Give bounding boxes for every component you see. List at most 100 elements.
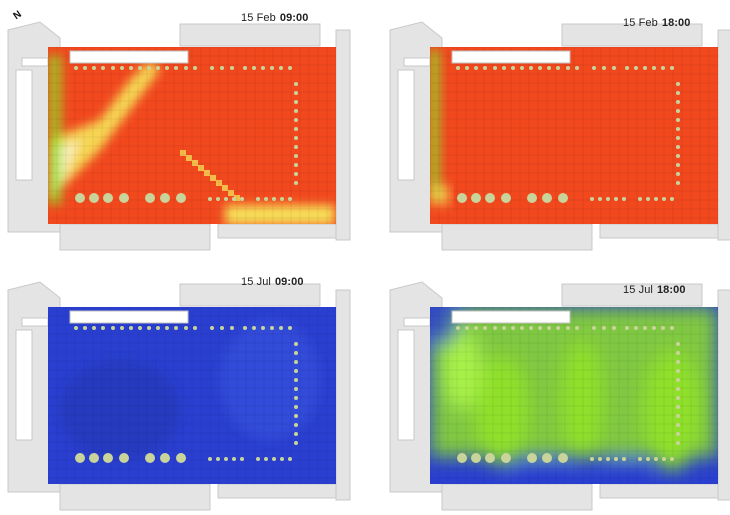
- column-small: [232, 457, 236, 461]
- cool-floor-2: [605, 461, 649, 484]
- column-small: [661, 326, 665, 330]
- column-small: [547, 326, 551, 330]
- column-small: [654, 457, 658, 461]
- column-small: [520, 66, 524, 70]
- column-small: [294, 423, 298, 427]
- skylight-bar: [69, 50, 189, 64]
- plume-3: [642, 350, 702, 470]
- column-small: [676, 414, 680, 418]
- column-small: [83, 66, 87, 70]
- column-small: [661, 66, 665, 70]
- mesh-cell: [180, 150, 186, 156]
- column-small: [232, 197, 236, 201]
- plume-2: [560, 340, 604, 460]
- column-small: [622, 197, 626, 201]
- column-small: [288, 197, 292, 201]
- column-small: [294, 127, 298, 131]
- column-large: [176, 453, 186, 463]
- columns: [456, 66, 680, 203]
- thermal-map: [389, 21, 730, 251]
- column-small: [502, 326, 506, 330]
- column-small: [511, 326, 515, 330]
- column-small: [193, 326, 197, 330]
- column-small: [74, 326, 78, 330]
- column-small: [288, 457, 292, 461]
- column-large: [542, 453, 552, 463]
- heat-field: [430, 307, 718, 484]
- mesh-cell: [192, 160, 198, 166]
- column-large: [527, 453, 537, 463]
- west-stair: [15, 329, 33, 441]
- west-edge: [48, 55, 62, 205]
- south-wing-left: [441, 483, 593, 511]
- column-small: [120, 66, 124, 70]
- column-small: [252, 66, 256, 70]
- south-wing-right: [599, 223, 719, 239]
- column-small: [634, 326, 638, 330]
- column-small: [556, 66, 560, 70]
- cool-corner: [430, 307, 458, 345]
- column-small: [483, 326, 487, 330]
- column-small: [676, 441, 680, 445]
- column-small: [643, 66, 647, 70]
- column-small: [208, 457, 212, 461]
- column-small: [556, 326, 560, 330]
- column-small: [662, 197, 666, 201]
- column-large: [501, 453, 511, 463]
- column-small: [264, 457, 268, 461]
- timestamp: 15 Feb 18:00: [623, 17, 691, 29]
- column-small: [614, 457, 618, 461]
- column-small: [230, 326, 234, 330]
- column-small: [111, 66, 115, 70]
- column-small: [474, 66, 478, 70]
- column-small: [240, 457, 244, 461]
- north-wing: [561, 23, 703, 47]
- column-small: [74, 66, 78, 70]
- column-large: [457, 453, 467, 463]
- column-small: [598, 457, 602, 461]
- column-large: [89, 453, 99, 463]
- column-large: [160, 453, 170, 463]
- timestamp-date: 15 Feb: [623, 17, 658, 29]
- column-small: [602, 66, 606, 70]
- column-small: [147, 326, 151, 330]
- column-small: [174, 326, 178, 330]
- column-small: [280, 457, 284, 461]
- column-small: [138, 66, 142, 70]
- column-small: [147, 66, 151, 70]
- column-small: [184, 326, 188, 330]
- column-small: [575, 326, 579, 330]
- column-small: [520, 326, 524, 330]
- column-small: [280, 197, 284, 201]
- column-small: [252, 326, 256, 330]
- column-small: [208, 197, 212, 201]
- mesh-cell: [204, 170, 210, 176]
- column-small: [288, 66, 292, 70]
- cool-floor-1: [512, 463, 572, 484]
- column-small: [138, 326, 142, 330]
- column-large: [145, 193, 155, 203]
- timestamp: 15 Jul 09:00: [241, 276, 304, 288]
- column-small: [294, 369, 298, 373]
- column-small: [92, 326, 96, 330]
- column-small: [652, 66, 656, 70]
- column-small: [294, 118, 298, 122]
- column-small: [676, 181, 680, 185]
- plume-1: [474, 355, 530, 465]
- column-small: [592, 326, 596, 330]
- column-small: [676, 378, 680, 382]
- panel-jul-1800: 15 Jul 18:00: [382, 260, 730, 515]
- surrounding-building: [7, 281, 351, 511]
- tone-1: [60, 360, 180, 460]
- column-small: [638, 457, 642, 461]
- column-small: [483, 66, 487, 70]
- column-small: [465, 66, 469, 70]
- column-small: [612, 66, 616, 70]
- column-small: [643, 326, 647, 330]
- south-band: [225, 205, 335, 224]
- column-small: [210, 326, 214, 330]
- column-large: [485, 193, 495, 203]
- column-small: [676, 145, 680, 149]
- mesh-cell: [210, 175, 216, 181]
- column-small: [676, 118, 680, 122]
